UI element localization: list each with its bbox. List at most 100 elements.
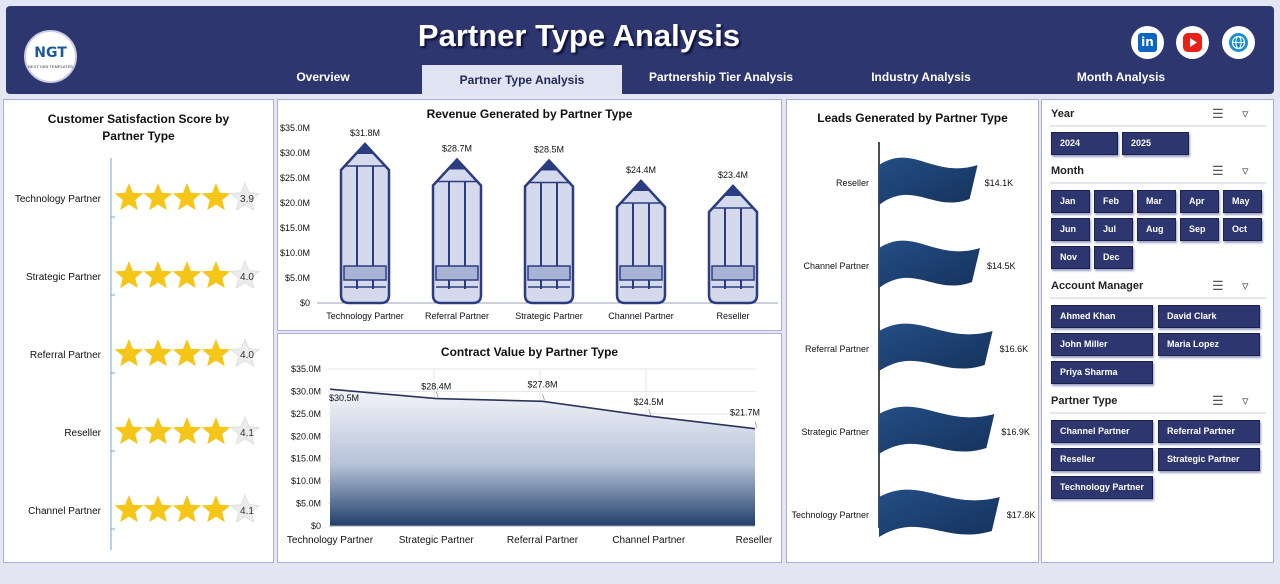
data-label-leader: [648, 408, 652, 416]
revenue-chart: $0 $5.0M $10.0M $15.0M $20.0M $25.0M $30.0M $35…: [280, 123, 778, 321]
clear-filter-icon[interactable]: ▿: [1242, 278, 1249, 293]
month-option-jan[interactable]: Jan: [1051, 190, 1090, 213]
revenue-panel: Revenue Generated by Partner Type $0 $5.0…: [277, 99, 782, 331]
manager-option-priya-sharma[interactable]: Priya Sharma: [1051, 361, 1153, 384]
tab-overview[interactable]: Overview: [296, 70, 350, 84]
month-option-oct[interactable]: Oct: [1223, 218, 1262, 241]
y-tick-label: $35.0M: [291, 364, 321, 374]
y-tick-label: $0: [300, 298, 310, 308]
multi-select-icon[interactable]: ☰: [1212, 163, 1224, 178]
leads-data-label: $17.8K: [1007, 510, 1036, 520]
manager-slicer-controls: ☰ ▿: [1212, 278, 1260, 294]
revenue-bar: [339, 142, 391, 305]
month-option-jun[interactable]: Jun: [1051, 218, 1090, 241]
leads-data-label: $14.1K: [985, 178, 1014, 188]
satisfaction-title-line2: Partner Type: [102, 129, 175, 143]
tab-industry-analysis[interactable]: Industry Analysis: [871, 70, 971, 84]
month-option-aug[interactable]: Aug: [1137, 218, 1176, 241]
pencil-tip: [539, 160, 559, 171]
website-button[interactable]: [1222, 26, 1255, 59]
account-manager-slicer-label: Account Manager: [1051, 280, 1144, 292]
clear-filter-icon[interactable]: ▿: [1242, 163, 1249, 178]
linkedin-button[interactable]: in: [1131, 26, 1164, 59]
leads-category-label: Reseller: [836, 178, 869, 188]
manager-option-david-clark[interactable]: David Clark: [1158, 305, 1260, 328]
tab-partnership-tier-analysis[interactable]: Partnership Tier Analysis: [648, 70, 794, 84]
leads-category-label: Channel Partner: [803, 261, 869, 271]
leads-category-label: Strategic Partner: [801, 427, 869, 437]
month-option-apr[interactable]: Apr: [1180, 190, 1219, 213]
manager-option-maria-lopez[interactable]: Maria Lopez: [1158, 333, 1260, 356]
month-option-sep[interactable]: Sep: [1180, 218, 1219, 241]
year-option-2024[interactable]: 2024: [1051, 132, 1118, 155]
leads-bar: [879, 489, 1000, 537]
y-tick-label: $30.0M: [291, 386, 321, 396]
youtube-icon: [1183, 33, 1202, 52]
satisfaction-star-chart: Technology Partner 3.9 Strategic Partner 4.…: [15, 158, 261, 550]
rating-star: [229, 493, 261, 523]
rating-star: [201, 417, 231, 445]
tab-partner-type-analysis[interactable]: Partner Type Analysis: [422, 65, 622, 96]
y-tick-label: $20.0M: [291, 431, 321, 441]
revenue-bar: [431, 157, 483, 305]
contract-chart: $0 $5.0M $10.0M $15.0M $20.0M $25.0M $30.0M $35…: [287, 364, 773, 546]
contract-line: [329, 388, 756, 430]
partner-type-option-referral-partner[interactable]: Referral Partner: [1158, 420, 1260, 443]
slicer-button-label: May: [1232, 196, 1250, 206]
multi-select-icon[interactable]: ☰: [1212, 278, 1224, 293]
year-slicer-controls: ☰ ▿: [1212, 106, 1260, 122]
rating-score-label: 4.1: [240, 506, 254, 517]
y-tick-label: $5.0M: [296, 499, 321, 509]
revenue-bar: [707, 184, 759, 305]
globe-icon: [1229, 33, 1248, 52]
slicer-button-label: Referral Partner: [1167, 426, 1236, 436]
rating-star: [172, 417, 202, 445]
header-bar: NGT NEXT GEN TEMPLATES Partner Type Anal…: [6, 6, 1274, 94]
satisfaction-title: Customer Satisfaction Score by Partner T…: [4, 111, 273, 145]
month-option-may[interactable]: May: [1223, 190, 1262, 213]
slicer-button-label: Oct: [1232, 224, 1248, 234]
contract-data-label: $27.8M: [527, 379, 557, 389]
slicer-button-label: Jan: [1060, 196, 1076, 206]
manager-option-ahmed-khan[interactable]: Ahmed Khan: [1051, 305, 1153, 328]
rating-category-label: Reseller: [64, 428, 101, 439]
youtube-button[interactable]: [1176, 26, 1209, 59]
month-option-dec[interactable]: Dec: [1094, 246, 1133, 269]
multi-select-icon[interactable]: ☰: [1212, 106, 1224, 121]
rating-star: [143, 183, 173, 211]
revenue-data-label: $28.7M: [442, 144, 472, 154]
rating-star: [229, 181, 261, 211]
partner-type-option-technology-partner[interactable]: Technology Partner: [1051, 476, 1153, 499]
leads-data-label: $16.9K: [1001, 427, 1030, 437]
revenue-data-label: $24.4M: [626, 165, 656, 175]
clear-filter-icon[interactable]: ▿: [1242, 106, 1249, 121]
y-tick-label: $0: [311, 521, 321, 531]
contract-area: [330, 389, 755, 526]
y-tick-label: $5.0M: [285, 273, 310, 283]
rating-star: [143, 261, 173, 289]
month-option-mar[interactable]: Mar: [1137, 190, 1176, 213]
month-option-jul[interactable]: Jul: [1094, 218, 1133, 241]
partner-type-option-reseller[interactable]: Reseller: [1051, 448, 1153, 471]
slicer-button-label: Apr: [1189, 196, 1205, 206]
contract-data-label: $28.4M: [421, 382, 451, 392]
revenue-category-label: Technology Partner: [326, 311, 404, 321]
revenue-bar: [523, 158, 575, 305]
leads-category-label: Technology Partner: [791, 510, 869, 520]
rating-star: [229, 259, 261, 289]
partner-type-option-channel-partner[interactable]: Channel Partner: [1051, 420, 1153, 443]
manager-option-john-miller[interactable]: John Miller: [1051, 333, 1153, 356]
rating-star: [201, 495, 231, 523]
clear-filter-icon[interactable]: ▿: [1242, 393, 1249, 408]
partner-type-option-strategic-partner[interactable]: Strategic Partner: [1158, 448, 1260, 471]
tab-month-analysis[interactable]: Month Analysis: [1076, 70, 1166, 84]
rating-score-label: 4.0: [240, 272, 254, 283]
leads-bar: [879, 406, 995, 454]
multi-select-icon[interactable]: ☰: [1212, 393, 1224, 408]
month-option-feb[interactable]: Feb: [1094, 190, 1133, 213]
pencil-ferrule: [619, 265, 663, 281]
slicer-button-label: Ahmed Khan: [1060, 311, 1116, 321]
slicer-button-label: Aug: [1146, 224, 1164, 234]
month-option-nov[interactable]: Nov: [1051, 246, 1090, 269]
year-option-2025[interactable]: 2025: [1122, 132, 1189, 155]
